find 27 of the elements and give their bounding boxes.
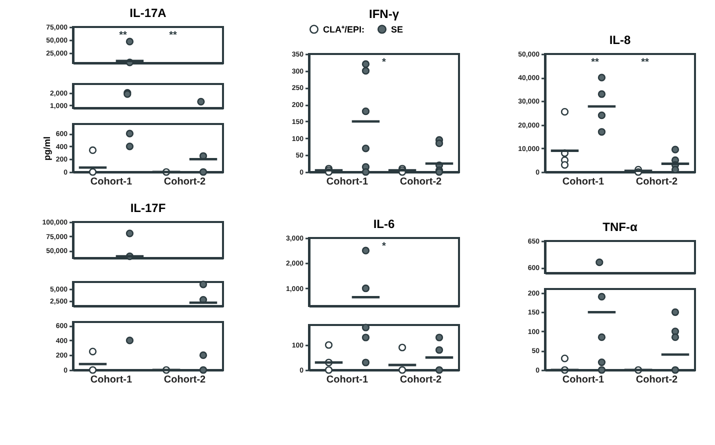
annotation: * bbox=[382, 57, 386, 68]
annotation: ** bbox=[169, 30, 177, 41]
chart-title: IFN-γ bbox=[369, 7, 400, 21]
x-tick-label: Cohort-1 bbox=[562, 374, 604, 386]
chart-title: IL-6 bbox=[373, 217, 395, 231]
legend-label: CLA⁺/EPI: bbox=[323, 24, 365, 34]
x-tick-label: Cohort-2 bbox=[636, 374, 678, 386]
x-tick-label: Cohort-1 bbox=[90, 374, 132, 386]
chart-title: TNF-α bbox=[602, 220, 638, 234]
chart-title: IL-17F bbox=[130, 201, 166, 215]
chart-title: IL-17A bbox=[130, 6, 167, 20]
annotation: ** bbox=[641, 57, 649, 68]
x-tick-label: Cohort-1 bbox=[90, 176, 132, 188]
x-tick-label: Cohort-2 bbox=[636, 176, 678, 188]
annotation: * bbox=[382, 241, 386, 252]
annotation: ** bbox=[119, 30, 127, 41]
y-axis-title: pg/ml bbox=[42, 136, 52, 160]
legend-label: SE bbox=[391, 24, 404, 34]
x-tick-label: Cohort-2 bbox=[164, 374, 206, 386]
x-tick-label: Cohort-2 bbox=[400, 176, 442, 188]
x-tick-label: Cohort-1 bbox=[326, 374, 368, 386]
annotation: ** bbox=[591, 57, 599, 68]
chart-title: IL-8 bbox=[609, 33, 631, 47]
x-tick-label: Cohort-1 bbox=[562, 176, 604, 188]
x-tick-label: Cohort-2 bbox=[400, 374, 442, 386]
x-tick-label: Cohort-1 bbox=[326, 176, 368, 188]
x-tick-label: Cohort-2 bbox=[164, 176, 206, 188]
